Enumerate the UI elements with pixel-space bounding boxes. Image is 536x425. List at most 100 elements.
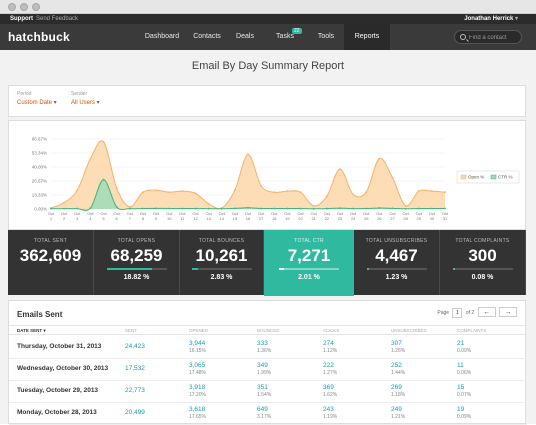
row-unsub[interactable]: 307 1.26%: [391, 340, 405, 354]
row-bounced[interactable]: 333 1.36%: [257, 340, 271, 354]
row-clicks[interactable]: 369 1.62%: [323, 384, 337, 398]
ctr-rate-point: [181, 207, 184, 210]
table-row[interactable]: Thursday, October 31, 2013 24,423 3,944 16.…: [9, 336, 527, 359]
stat-value: 300: [468, 246, 497, 265]
logo[interactable]: hatchbuck: [8, 30, 70, 44]
support-link[interactable]: Support: [10, 16, 33, 22]
open-rate-point: [312, 204, 315, 207]
nav-dashboard[interactable]: Dashboard: [144, 33, 180, 40]
row-unsub[interactable]: 249 1.21%: [391, 406, 405, 420]
row-clicks[interactable]: 222 1.27%: [323, 362, 337, 376]
nav-tools[interactable]: Tools: [317, 33, 335, 40]
sender-filter[interactable]: Sender All Users: [71, 91, 100, 106]
nav-reports[interactable]: Reports: [344, 24, 390, 50]
row-opened[interactable]: 3,618 17.65%: [189, 406, 206, 420]
pager-next-button[interactable]: →: [499, 307, 517, 317]
row-sent[interactable]: 24,423: [125, 343, 145, 350]
row-sent[interactable]: 20,499: [125, 409, 145, 416]
table-header: DATE SENT ▾ SENT OPENED BOUNCED CLICKS UNSUBS…: [9, 325, 527, 335]
row-clicks[interactable]: 243 1.19%: [323, 406, 337, 420]
total-complaints-card[interactable]: TOTAL COMPLAINTS 300 0.08 %: [440, 230, 526, 295]
column-header[interactable]: SENT: [125, 328, 138, 333]
column-header[interactable]: UNSUBSCRIBED: [391, 328, 427, 333]
row-bounced[interactable]: 349 1.99%: [257, 362, 271, 376]
stat-progress-bar: [279, 268, 339, 270]
search-input[interactable]: [469, 33, 519, 42]
table-row[interactable]: Wednesday, October 30, 2013 17,532 3,065 17…: [9, 358, 527, 381]
row-opened[interactable]: 3,944 16.15%: [189, 340, 206, 354]
column-header[interactable]: OPENED: [189, 328, 209, 333]
row-clicks[interactable]: 274 1.12%: [323, 340, 337, 354]
x-tick-label: Oct 31: [442, 211, 449, 221]
ctr-rate-point: [339, 207, 341, 210]
open-rate-point: [247, 153, 249, 156]
row-bounced[interactable]: 649 3.17%: [257, 406, 271, 420]
pager-page-input[interactable]: 1: [452, 308, 463, 318]
stat-value: 10,261: [195, 246, 248, 265]
nav-deals[interactable]: Deals: [236, 33, 254, 40]
stat-label: TOTAL CTR: [294, 238, 324, 244]
row-opened-pct: 17.48%: [189, 370, 206, 376]
ctr-rate-point: [220, 207, 223, 210]
row-complaints[interactable]: 11 0.06%: [457, 362, 471, 376]
window-zoom-dot[interactable]: [32, 3, 40, 11]
total-opens-card[interactable]: TOTAL OPENS 68,259 18.82 %: [94, 230, 180, 295]
column-header[interactable]: BOUNCED: [257, 328, 280, 333]
ctr-rate-point: [207, 207, 210, 210]
sender-select[interactable]: All Users: [71, 99, 100, 106]
period-filter[interactable]: Period Custom Date: [17, 91, 57, 106]
total-ctr-card[interactable]: TOTAL CTR 7,271 2.01 %: [264, 230, 354, 296]
row-opened[interactable]: 3,918 17.20%: [189, 384, 206, 398]
row-complaints[interactable]: 21 0.09%: [457, 340, 471, 354]
search-box[interactable]: [454, 30, 522, 44]
row-complaints[interactable]: 19 0.09%: [457, 406, 471, 420]
emails-sent-panel: Emails Sent Page 1 of 2 ← → DATE SENT ▾ S…: [8, 300, 527, 425]
table-row[interactable]: Tuesday, October 29, 2013 22,773 3,918 17.2…: [9, 380, 527, 403]
send-feedback-link[interactable]: Send Feedback: [36, 16, 79, 22]
row-opened-count: 3,065: [189, 362, 206, 369]
stat-value: 68,259: [110, 246, 163, 265]
stat-label: TOTAL SENT: [33, 238, 68, 244]
row-unsub-count: 307: [391, 340, 402, 347]
pager: Page 1 of 2 ← →: [437, 307, 517, 318]
row-sent[interactable]: 22,773: [125, 387, 145, 394]
row-complaints-count: 15: [457, 384, 465, 391]
ctr-rate-point: [273, 207, 276, 210]
row-complaints[interactable]: 15 0.07%: [457, 384, 471, 398]
row-sent[interactable]: 17,532: [125, 365, 145, 372]
row-opened-pct: 17.65%: [189, 414, 206, 420]
open-rate-point: [115, 187, 118, 189]
column-header[interactable]: COMPLAINTS: [457, 328, 487, 333]
total-sent-card[interactable]: TOTAL SENT 362,609: [8, 230, 94, 295]
row-unsub[interactable]: 269 1.18%: [391, 384, 405, 398]
stats-bar: TOTAL SENT 362,609 TOTAL OPENS 68,259 18.82 …: [8, 230, 526, 296]
row-bounced-count: 649: [257, 406, 268, 413]
table-title: Emails Sent: [17, 310, 63, 319]
open-rate-point: [155, 189, 157, 192]
table-row[interactable]: Monday, October 28, 2013 20,499 3,618 17.65…: [9, 402, 527, 425]
row-complaints-pct: 0.09%: [457, 348, 472, 354]
row-clicks-count: 274: [323, 340, 334, 347]
x-tick-label: Oct 18: [271, 211, 278, 221]
column-header[interactable]: CLICKS: [323, 328, 340, 333]
window-titlebar: [0, 0, 536, 14]
total-bounces-card[interactable]: TOTAL BOUNCES 10,261 2.83 %: [180, 230, 264, 295]
period-select[interactable]: Custom Date: [17, 99, 57, 106]
row-unsub[interactable]: 252 1.44%: [391, 362, 405, 376]
stat-progress-fill: [279, 268, 284, 270]
nav-tasks[interactable]: Tasks 22: [262, 24, 308, 50]
row-date: Thursday, October 31, 2013: [17, 343, 102, 350]
x-tick-label: Oct 17: [258, 211, 265, 221]
row-opened[interactable]: 3,065 17.48%: [189, 362, 206, 376]
pager-prev-button[interactable]: ←: [477, 307, 496, 317]
nav-contacts[interactable]: Contacts: [193, 33, 221, 40]
stat-progress-bar: [366, 268, 427, 270]
row-bounced[interactable]: 351 1.54%: [257, 384, 271, 398]
total-unsubscribes-card[interactable]: TOTAL UNSUBSCRIBES 4,467 1.23 %: [354, 230, 440, 295]
open-rate-point: [128, 206, 131, 208]
window-close-dot[interactable]: [8, 3, 16, 11]
user-menu[interactable]: Jonathan Herrick: [464, 14, 518, 24]
window-minimize-dot[interactable]: [20, 3, 28, 11]
stat-value: 4,467: [375, 246, 418, 265]
sort-date-sent-header[interactable]: DATE SENT ▾: [17, 328, 46, 333]
